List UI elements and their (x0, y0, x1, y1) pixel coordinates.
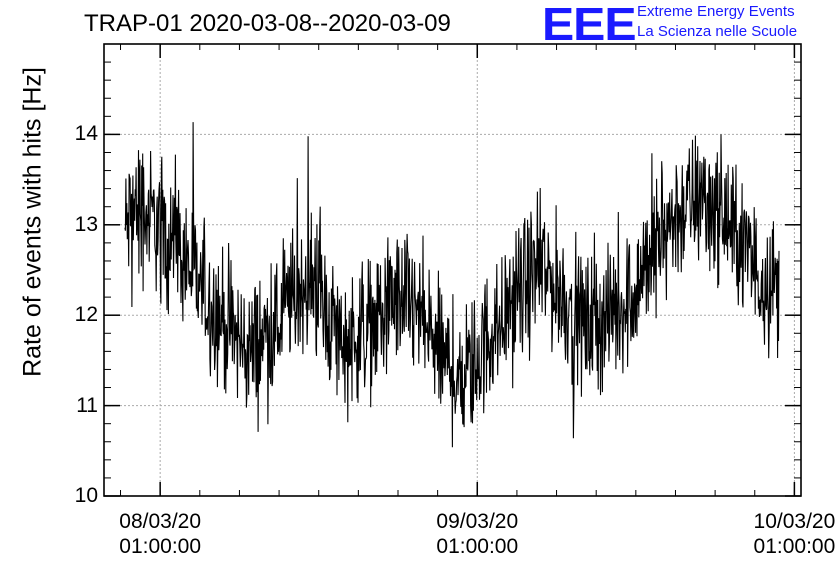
chart-title: TRAP-01 2020-03-08--2020-03-09 (84, 10, 451, 37)
y-tick-label: 11 (76, 393, 98, 417)
y-tick-label: 10 (74, 484, 98, 507)
y-tick-label: 12 (74, 303, 98, 327)
data-line (124, 122, 780, 448)
x-tick-date: 09/03/20 (436, 510, 519, 533)
x-tick-time: 01:00:00 (119, 535, 202, 558)
data-series (124, 122, 780, 448)
y-axis-label: Rate of events with hits [Hz] (18, 67, 47, 377)
x-tick-date: 10/03/20 (753, 510, 836, 533)
plot-frame (103, 43, 802, 497)
x-tick-time: 01:00:00 (436, 535, 519, 558)
x-tick-time: 01:00:00 (753, 535, 836, 558)
x-tick-date: 08/03/20 (119, 510, 202, 533)
x-tick-label: 10/03/20 01:00:00 (744, 509, 836, 559)
axis-ticks (104, 43, 801, 497)
x-tick-label: 08/03/20 01:00:00 (110, 509, 210, 559)
y-tick-label: 14 (74, 122, 98, 146)
logo-line-1: Extreme Energy Events (637, 3, 795, 20)
y-tick-label: 13 (74, 212, 98, 236)
logo-line-2: La Scienza nelle Scuole (637, 23, 798, 40)
eee-logo: EEE (542, 0, 637, 50)
x-tick-label: 09/03/20 01:00:00 (427, 509, 527, 559)
